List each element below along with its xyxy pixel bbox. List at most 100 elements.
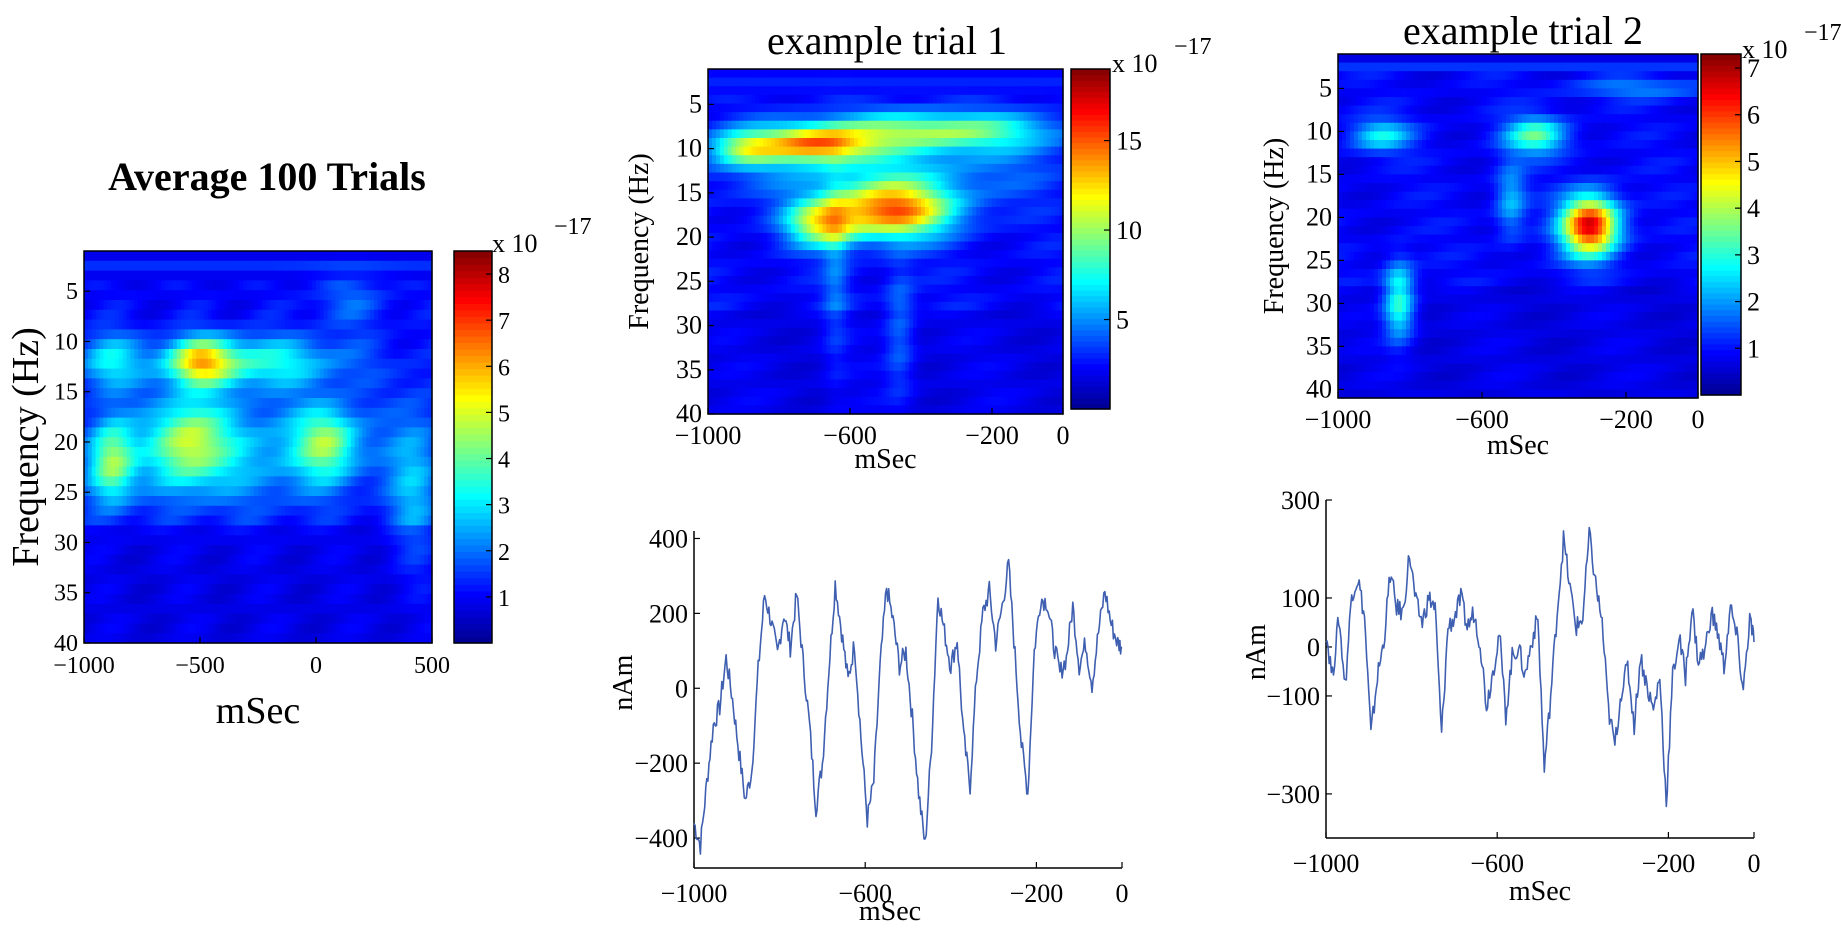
heatmap-cell <box>339 388 344 399</box>
heatmap-cell <box>91 437 97 448</box>
heatmap-cell <box>323 437 329 448</box>
heatmap-cell <box>408 280 414 291</box>
heatmap-cell <box>103 623 108 634</box>
heatmap-cell <box>157 309 162 321</box>
heatmap-cell <box>157 545 162 556</box>
heatmap-cell <box>312 251 317 262</box>
heatmap-cell <box>118 613 124 624</box>
heatmap-cell <box>238 623 244 634</box>
heatmap-cell <box>300 486 305 497</box>
heatmap-cell <box>1007 163 1013 174</box>
heatmap-cell <box>292 554 298 566</box>
heatmap-cell <box>142 486 147 497</box>
heatmap-cell <box>881 86 887 96</box>
heatmap-cell <box>103 515 108 526</box>
heatmap-cell <box>292 535 298 546</box>
heatmap-cell <box>385 251 391 262</box>
heatmap-cell <box>404 476 410 487</box>
heatmap-cell <box>149 349 155 360</box>
heatmap-cell <box>138 486 143 497</box>
heatmap-cell <box>1035 146 1040 156</box>
colorbar-segment <box>454 362 492 370</box>
heatmap-cell <box>1059 86 1064 96</box>
heatmap-cell <box>424 270 429 281</box>
heatmap-cell <box>374 456 379 468</box>
heatmap-cell <box>296 349 302 360</box>
heatmap-cell <box>161 447 166 458</box>
heatmap-cell <box>1015 112 1021 122</box>
heatmap-cell <box>126 525 131 536</box>
heatmap-cell <box>273 574 278 585</box>
heatmap-cell <box>84 564 89 575</box>
heatmap-cell <box>169 515 174 526</box>
heatmap-cell <box>913 120 918 130</box>
colorbar-segment <box>454 492 492 500</box>
heatmap-cell <box>242 280 247 291</box>
heatmap-cell <box>782 129 788 139</box>
heatmap-cell <box>161 300 166 311</box>
heatmap-cell <box>834 138 839 148</box>
heatmap-cell <box>223 378 228 389</box>
heatmap-cell <box>138 525 143 536</box>
heatmap-cell <box>358 407 363 419</box>
heatmap-cell <box>374 574 379 585</box>
heatmap-cell <box>814 103 820 113</box>
heatmap-cell <box>230 339 236 350</box>
heatmap-cell <box>964 86 969 96</box>
heatmap-cell <box>401 496 406 507</box>
heatmap-cell <box>897 172 902 182</box>
heatmap-cell <box>111 339 116 350</box>
heatmap-cell <box>865 181 871 191</box>
heatmap-cell <box>335 398 340 409</box>
heatmap-cell <box>246 603 251 615</box>
heatmap-cell <box>408 300 414 311</box>
heatmap-cell <box>1011 172 1017 182</box>
heatmap-cell <box>327 290 333 301</box>
heatmap-cell <box>374 623 379 634</box>
heatmap-cell <box>130 594 135 605</box>
heatmap-cell <box>273 447 278 458</box>
heatmap-cell <box>893 94 898 105</box>
heatmap-cell <box>203 437 209 448</box>
heatmap-cell <box>381 515 387 526</box>
heatmap-cell <box>250 633 255 644</box>
heatmap-cell <box>377 613 383 624</box>
heatmap-cell <box>169 456 174 468</box>
heatmap-cell <box>184 280 189 291</box>
heatmap-cell <box>103 447 108 458</box>
heatmap-cell <box>1039 163 1044 174</box>
heatmap-cell <box>292 290 298 301</box>
heatmap-cell <box>149 251 155 262</box>
colorbar-segment <box>454 564 492 572</box>
heatmap-cell <box>377 368 383 379</box>
heatmap-cell <box>319 564 325 575</box>
heatmap-cell <box>296 270 302 281</box>
heatmap-cell <box>269 329 275 340</box>
heatmap-cell <box>335 280 340 291</box>
heatmap-cell <box>316 280 321 291</box>
heatmap-cell <box>103 358 108 370</box>
heatmap-cell <box>134 466 139 477</box>
heatmap-cell <box>161 564 166 575</box>
heatmap-cell <box>802 138 808 148</box>
heatmap-cell <box>192 290 197 301</box>
heatmap-cell <box>960 94 965 105</box>
heatmap-cell <box>269 300 275 311</box>
heatmap-cell <box>428 515 433 526</box>
heatmap-cell <box>1055 172 1060 182</box>
heatmap-cell <box>909 155 914 165</box>
heatmap-cell <box>381 633 387 644</box>
heatmap-cell <box>385 564 391 575</box>
heatmap-cell <box>157 437 162 448</box>
heatmap-cell <box>111 290 116 301</box>
heatmap-cell <box>404 407 410 419</box>
colorbar-segment <box>454 590 492 598</box>
heatmap-cell <box>269 270 275 281</box>
heatmap-cell <box>172 290 178 301</box>
colorbar-segment <box>454 414 492 422</box>
heatmap-cell <box>408 358 414 370</box>
heatmap-cell <box>288 319 294 330</box>
heatmap-cell <box>381 358 387 370</box>
heatmap-cell <box>401 251 406 262</box>
heatmap-cell <box>374 251 379 262</box>
